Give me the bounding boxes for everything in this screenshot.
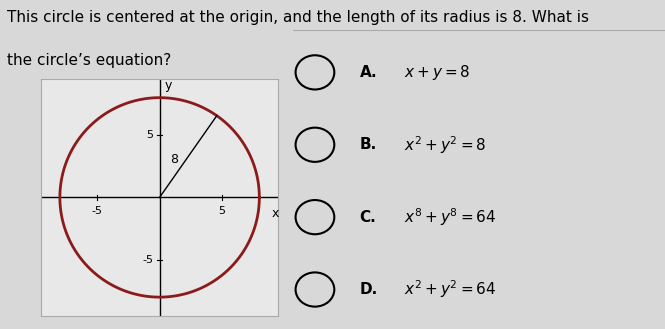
Text: D.: D.: [360, 282, 378, 297]
Text: This circle is centered at the origin, and the length of its radius is 8. What i: This circle is centered at the origin, a…: [7, 10, 589, 25]
Text: $x+y=8$: $x+y=8$: [404, 63, 471, 82]
Text: B.: B.: [360, 137, 377, 152]
Text: A.: A.: [360, 65, 377, 80]
Text: $x^2+y^2=8$: $x^2+y^2=8$: [404, 134, 487, 156]
Text: the circle’s equation?: the circle’s equation?: [7, 53, 171, 68]
Text: -5: -5: [142, 255, 154, 265]
Text: 5: 5: [218, 206, 225, 216]
Text: 5: 5: [146, 130, 154, 140]
Text: x: x: [272, 207, 279, 220]
Text: $x^8+y^8=64$: $x^8+y^8=64$: [404, 206, 497, 228]
Text: C.: C.: [360, 210, 376, 225]
Text: $x^2+y^2=64$: $x^2+y^2=64$: [404, 279, 497, 300]
Text: -5: -5: [92, 206, 103, 216]
Text: y: y: [164, 79, 172, 92]
Text: 8: 8: [170, 153, 178, 166]
